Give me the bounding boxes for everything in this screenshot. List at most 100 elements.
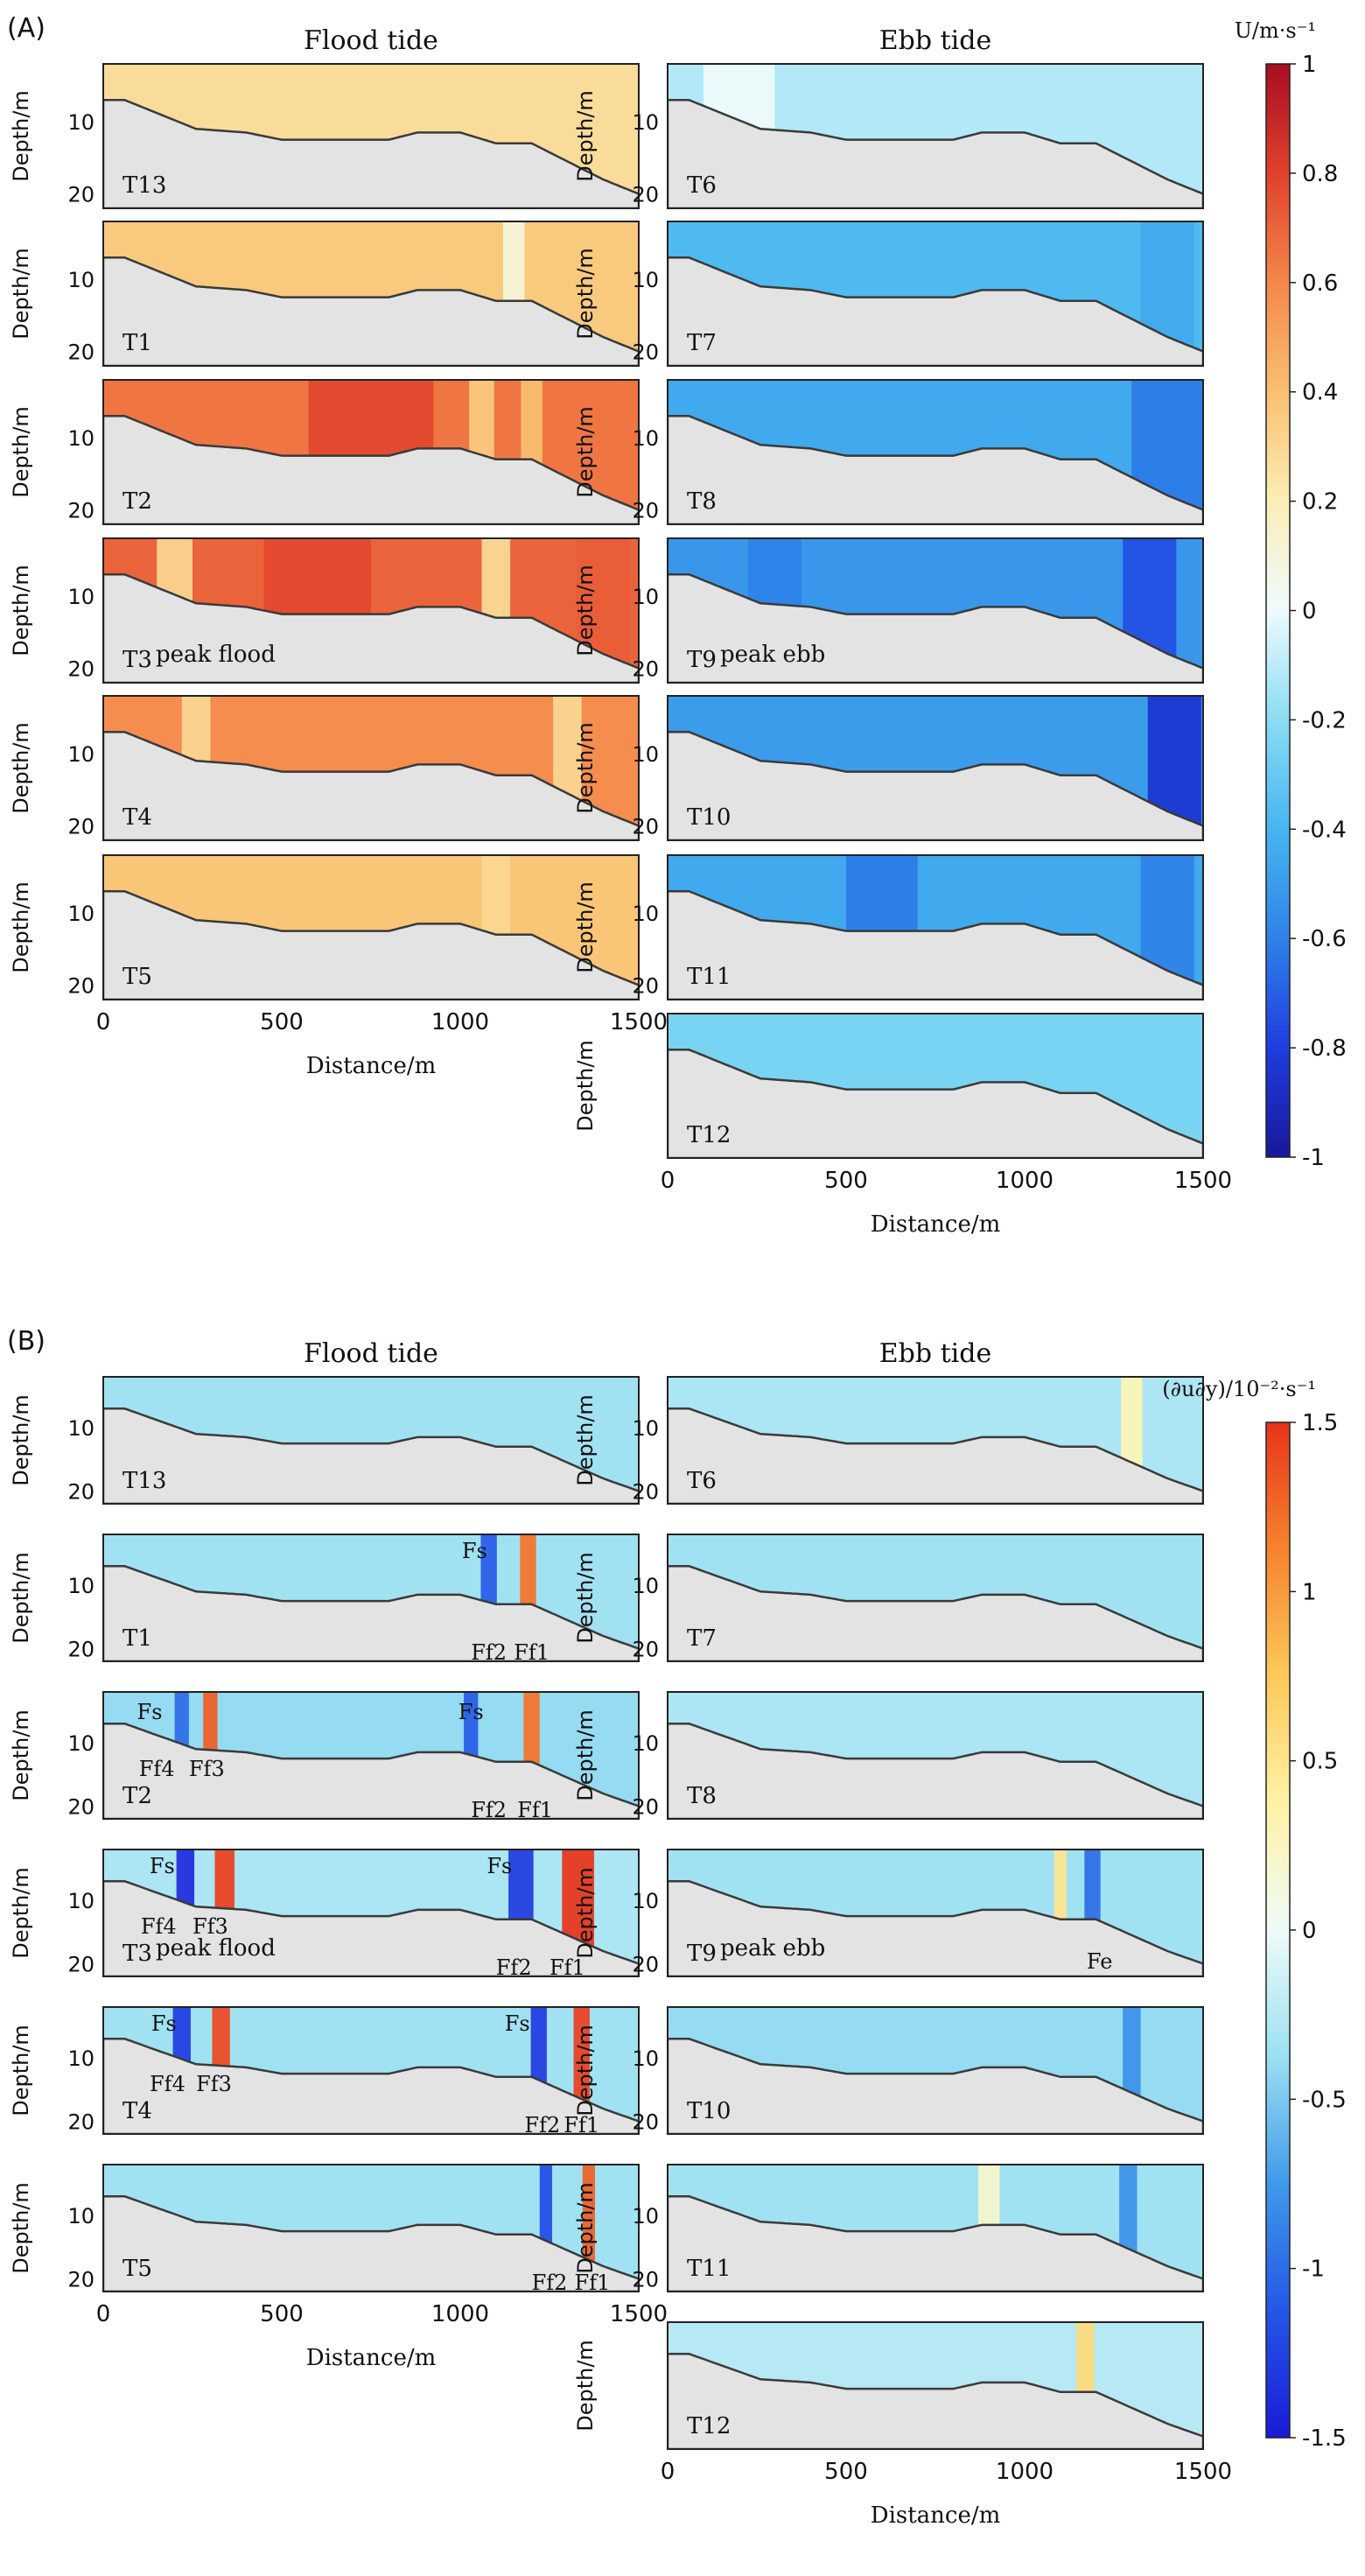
panel-frame bbox=[102, 1849, 640, 1977]
y-tick-10: 10 bbox=[67, 902, 94, 926]
x-tick-ebb-1500: 1500 bbox=[1174, 2459, 1232, 2485]
time-label-T2: T2 bbox=[122, 1783, 152, 1809]
panel-frame bbox=[667, 379, 1204, 525]
colorbar: (∂u∂y)/10⁻²·s⁻¹ 1.5 1 0.5 0 -0.5 -1 -1.5 bbox=[1162, 1377, 1346, 2452]
x-tick-ebb-500: 500 bbox=[824, 1168, 868, 1194]
panel-frame bbox=[667, 2006, 1204, 2135]
y-axis-label: Depth/m bbox=[9, 2182, 33, 2274]
y-axis-label: Depth/m bbox=[573, 565, 598, 656]
heatmap-panel-T7: T7 Depth/m 10 20 bbox=[573, 221, 1204, 367]
y-tick-10: 10 bbox=[632, 110, 659, 135]
colorbar-tick--0.5: -0.5 bbox=[1302, 2087, 1347, 2113]
y-tick-20: 20 bbox=[632, 2268, 659, 2292]
time-label-T5: T5 bbox=[122, 2256, 152, 2282]
colorbar-title: (∂u∂y)/10⁻²·s⁻¹ bbox=[1162, 1377, 1316, 1401]
panel-frame bbox=[667, 537, 1204, 684]
y-axis-label: Depth/m bbox=[573, 1394, 598, 1486]
front-label-fs: Fs bbox=[505, 2011, 530, 2036]
time-label-T1: T1 bbox=[122, 330, 152, 356]
heatmap-panel-T7: T7 Depth/m 10 20 bbox=[573, 1534, 1204, 1662]
seabed-profile bbox=[668, 1565, 1203, 1661]
y-tick-20: 20 bbox=[67, 1795, 94, 1820]
x-tick-flood-0: 0 bbox=[96, 1009, 111, 1035]
y-tick-10: 10 bbox=[67, 585, 94, 609]
time-label-T7: T7 bbox=[687, 1625, 717, 1652]
seabed-profile bbox=[668, 2195, 1203, 2292]
front-label-ff1: Ff1 bbox=[514, 1640, 550, 1665]
front-label-fs: Fs bbox=[150, 1854, 175, 1878]
seabed-profile bbox=[103, 1565, 639, 1661]
y-tick-20: 20 bbox=[67, 183, 94, 207]
y-tick-10: 10 bbox=[632, 1574, 659, 1598]
y-axis-label: Depth/m bbox=[573, 2025, 598, 2116]
colorbar-tick-0.2: 0.2 bbox=[1302, 489, 1338, 516]
y-axis-label: Depth/m bbox=[573, 1040, 598, 1132]
seabed-profile bbox=[668, 890, 1203, 1000]
time-label-T13: T13 bbox=[122, 1468, 166, 1494]
time-label-T13: T13 bbox=[122, 172, 166, 199]
y-tick-10: 10 bbox=[67, 1731, 94, 1756]
y-tick-10: 10 bbox=[632, 1416, 659, 1441]
y-tick-20: 20 bbox=[632, 2110, 659, 2135]
front-label-ff4: Ff4 bbox=[139, 1757, 175, 1781]
front-label-ff4: Ff4 bbox=[150, 2072, 186, 2096]
y-tick-20: 20 bbox=[632, 1480, 659, 1505]
ebb-column-title: Ebb tide bbox=[879, 25, 991, 56]
y-axis-label: Depth/m bbox=[9, 1552, 33, 1644]
x-tick-ebb-0: 0 bbox=[661, 2459, 676, 2485]
time-label-T12: T12 bbox=[687, 2413, 731, 2439]
colorbar-tick-1: 1 bbox=[1302, 52, 1317, 78]
seabed-profile bbox=[103, 99, 639, 208]
colorbar-tick-0.5: 0.5 bbox=[1302, 1749, 1338, 1775]
heatmap-panel-T1: T1 Depth/m 10 20 bbox=[9, 221, 640, 367]
y-tick-10: 10 bbox=[632, 742, 659, 767]
time-label-T8: T8 bbox=[687, 1783, 717, 1809]
seabed-profile bbox=[668, 415, 1203, 524]
time-label-T9: T9 bbox=[687, 647, 717, 673]
time-label-T8: T8 bbox=[687, 488, 717, 515]
time-label-T12: T12 bbox=[687, 1122, 731, 1148]
front-label-fs: Fs bbox=[151, 2011, 177, 2036]
seabed-profile bbox=[103, 2038, 639, 2134]
heatmap-panel-T10: T10 Depth/m 10 20 bbox=[573, 2006, 1204, 2135]
colorbar-tick-0: 0 bbox=[1302, 1918, 1317, 1944]
panel-label: (A) bbox=[7, 13, 46, 44]
note-T9: peak ebb bbox=[720, 1935, 825, 1962]
y-tick-10: 10 bbox=[67, 268, 94, 292]
y-tick-10: 10 bbox=[632, 426, 659, 451]
front-label-ff1: Ff1 bbox=[550, 1955, 585, 1980]
time-label-T7: T7 bbox=[687, 330, 717, 356]
front-label-ff2: Ff2 bbox=[471, 1640, 507, 1665]
heatmap-panel-T5: T5 Depth/m 10 20 bbox=[9, 854, 640, 1000]
y-axis-label: Depth/m bbox=[573, 406, 598, 498]
y-tick-20: 20 bbox=[632, 815, 659, 839]
panel-frame bbox=[667, 2321, 1204, 2450]
seabed-profile bbox=[103, 731, 639, 840]
y-axis-label: Depth/m bbox=[573, 1552, 598, 1644]
note-T3: peak flood bbox=[156, 1935, 276, 1962]
time-label-T6: T6 bbox=[687, 1468, 717, 1494]
panel-frame bbox=[102, 695, 640, 841]
y-tick-20: 20 bbox=[67, 499, 94, 523]
y-tick-10: 10 bbox=[67, 2204, 94, 2229]
front-label-fs: Fs bbox=[462, 1539, 487, 1563]
panel-frame bbox=[667, 1534, 1204, 1662]
panel-frame bbox=[667, 1376, 1204, 1505]
time-label-T6: T6 bbox=[687, 172, 717, 199]
x-tick-flood-500: 500 bbox=[260, 2301, 304, 2327]
colorbar-tick-0: 0 bbox=[1302, 599, 1317, 625]
seabed-profile bbox=[668, 573, 1203, 683]
colorbar-tick-1: 1 bbox=[1302, 1579, 1317, 1605]
note-T9: peak ebb bbox=[720, 642, 825, 668]
heatmap-panel-T1: T1 Fs Ff2 Ff1 Depth/m 10 20 bbox=[9, 1534, 640, 1665]
y-axis-label: Depth/m bbox=[9, 2025, 33, 2116]
y-axis-label: Depth/m bbox=[9, 406, 33, 498]
time-label-T2: T2 bbox=[122, 488, 152, 515]
y-tick-20: 20 bbox=[67, 974, 94, 999]
panel-frame bbox=[102, 1691, 640, 1820]
time-label-T11: T11 bbox=[687, 964, 731, 990]
seabed-profile bbox=[668, 2038, 1203, 2134]
colorbar-tick-0.4: 0.4 bbox=[1302, 380, 1338, 406]
